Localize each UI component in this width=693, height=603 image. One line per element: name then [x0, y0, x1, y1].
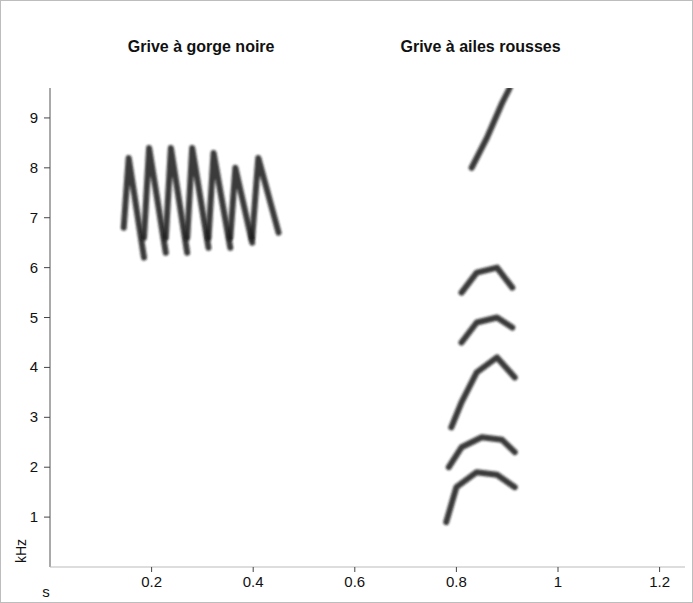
y-tick — [44, 417, 50, 418]
syllable — [209, 153, 231, 248]
x-axis — [50, 567, 685, 568]
y-tick-label: 1 — [30, 508, 38, 525]
frame — [1, 1, 693, 603]
y-tick-label: 7 — [30, 209, 38, 226]
y-tick-label: 8 — [30, 159, 38, 176]
syllable — [124, 158, 144, 258]
syllable — [449, 437, 515, 467]
x-tick-label: 0.4 — [243, 573, 264, 590]
syllable — [451, 357, 515, 427]
syllable — [187, 148, 208, 248]
y-tick — [44, 367, 50, 368]
y-tick-label: 9 — [30, 109, 38, 126]
y-tick — [44, 467, 50, 468]
plot-area — [124, 88, 515, 522]
syllable — [472, 88, 510, 168]
y-tick-label: 6 — [30, 259, 38, 276]
y-tick — [44, 267, 50, 268]
x-tick-label: 0.2 — [141, 573, 162, 590]
x-tick-label: 1 — [554, 573, 562, 590]
x-axis-title: s — [42, 583, 50, 600]
x-tick — [558, 567, 559, 572]
syllable — [462, 268, 513, 293]
syllable — [446, 472, 515, 522]
y-tick — [44, 217, 50, 218]
y-axis-title: kHz — [13, 539, 29, 563]
series-title: Grive à gorge noire — [128, 38, 275, 55]
y-tick-label: 2 — [30, 458, 38, 475]
chart: 1 2 3 4 5 6 7 8 9 0.2 0.4 0.6 0.8 1 1.2 kHz s Grive à gor… — [0, 0, 693, 603]
syllable — [462, 318, 513, 343]
y-tick-label: 4 — [30, 358, 38, 375]
x-tick — [456, 567, 457, 572]
syllable — [252, 158, 278, 238]
x-tick-label: 0.6 — [344, 573, 365, 590]
y-tick — [44, 517, 50, 518]
x-tick-label: 1.2 — [649, 573, 670, 590]
y-tick — [44, 167, 50, 168]
x-tick — [151, 567, 152, 572]
x-tick — [354, 567, 355, 572]
y-tick — [44, 317, 50, 318]
syllable — [166, 148, 187, 253]
syllable — [230, 168, 252, 243]
y-axis — [50, 88, 51, 567]
series-title: Grive à ailes rousses — [400, 38, 560, 55]
y-tick — [44, 117, 50, 118]
y-tick-label: 3 — [30, 408, 38, 425]
x-tick — [253, 567, 254, 572]
x-tick — [659, 567, 660, 572]
y-tick-label: 5 — [30, 309, 38, 326]
x-tick-label: 0.8 — [446, 573, 467, 590]
syllable — [144, 148, 166, 253]
